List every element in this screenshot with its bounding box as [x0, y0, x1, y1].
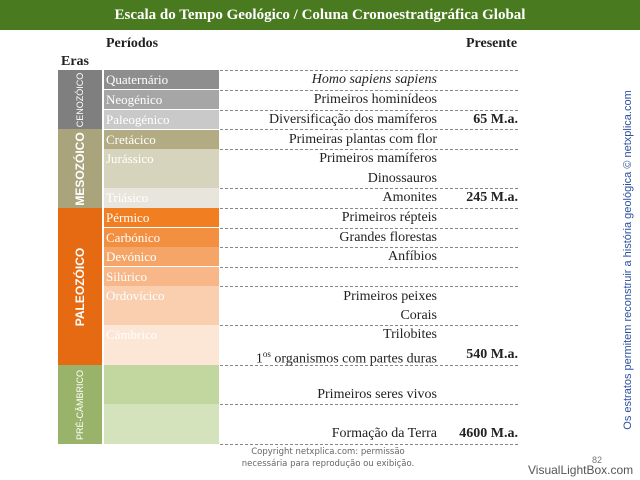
event-text: Primeiros peixes [343, 289, 437, 304]
event-text: Primeiros hominídeos [313, 92, 437, 107]
period-paleogene: Paleogénico [104, 110, 219, 129]
side-caption: Os estratos permitem reconstruir a histó… [622, 90, 634, 430]
era-label: CENOZÓICO [75, 72, 85, 127]
copyright-line: necessária para reprodução ou exibição. [241, 459, 415, 469]
era-mesozoic: MESOZÓICO [58, 129, 102, 208]
row-divider [220, 444, 518, 445]
event-text: Primeiras plantas com flor [288, 132, 437, 147]
period-triassic: Triásico [104, 188, 219, 208]
page-number: 82 [592, 455, 603, 465]
event-text: Amonites [382, 190, 437, 205]
era-label: PRÉ-CÂMBRICO [75, 369, 85, 440]
era-label: PALEOZÓICO [73, 247, 87, 326]
eras-header: Eras [61, 54, 89, 69]
periods-header: Períodos [106, 36, 159, 51]
watermark: VisualLightBox.com [528, 463, 634, 477]
age-label: 4600 M.a. [459, 426, 518, 441]
row-divider [220, 247, 518, 248]
event-text: Primeiros répteis [341, 210, 437, 225]
era-label: MESOZÓICO [73, 131, 87, 206]
event-text: Diversificação dos mamíferos [269, 112, 437, 127]
row-divider [220, 208, 518, 209]
period-permian: Pérmico [104, 208, 219, 227]
period-jurassic: Jurássico [104, 149, 219, 188]
age-label: 65 M.a. [473, 112, 518, 127]
era-precambrian: PRÉ-CÂMBRICO [58, 365, 102, 444]
event-text: Anfíbios [388, 249, 437, 264]
copyright-line: Copyright netxplica.com: permissão [251, 447, 405, 457]
page-title: Escala do Tempo Geológico / Coluna Crono… [0, 0, 640, 30]
period-carboniferous: Carbónico [104, 228, 219, 247]
period-ordovician: Ordovícico [104, 286, 219, 325]
event-text-first-organisms: 1os organismos com partes duras [107, 345, 437, 369]
event-text: Primeiros seres vivos [317, 387, 437, 402]
row-divider [220, 129, 518, 130]
row-divider [220, 325, 518, 326]
row-divider [220, 404, 518, 405]
period-cretaceous: Cretácico [104, 130, 219, 149]
row-divider [220, 267, 518, 268]
period-precambrian-upper [104, 365, 219, 404]
event-text: Formação da Terra [331, 426, 437, 441]
event-text: Dinossauros [367, 171, 437, 186]
copyright-notice: Copyright netxplica.com: permissão neces… [228, 446, 428, 470]
row-divider [220, 90, 518, 91]
event-text: Grandes florestas [339, 230, 437, 245]
present-header: Presente [466, 36, 518, 51]
row-divider [220, 365, 518, 366]
row-divider [220, 188, 518, 189]
era-paleozoic: PALEOZÓICO [58, 208, 102, 365]
ordinal-number: 1 [255, 351, 263, 367]
period-devonian: Devónico [104, 247, 219, 266]
event-text: Corais [400, 308, 437, 323]
event-text: Trilobites [383, 327, 437, 342]
period-precambrian-lower [104, 404, 219, 444]
period-cambrian: Câmbrico [104, 325, 219, 365]
row-divider [220, 286, 518, 287]
row-divider [220, 149, 518, 150]
age-label: 540 M.a. [466, 347, 518, 362]
row-divider [220, 70, 518, 71]
age-label: 245 M.a. [466, 190, 518, 205]
era-cenozoic: CENOZÓICO [58, 70, 102, 129]
period-silurian: Silúrico [104, 267, 219, 286]
event-text: Homo sapiens sapiens [311, 72, 437, 87]
row-divider [220, 110, 518, 111]
event-text: Primeiros mamíferos [319, 151, 437, 166]
row-divider [220, 228, 518, 229]
period-quaternary: Quaternário [104, 70, 219, 89]
ordinal-suffix: os [262, 349, 271, 359]
period-neogene: Neogénico [104, 90, 219, 109]
event-text: organismos com partes duras [274, 351, 437, 367]
